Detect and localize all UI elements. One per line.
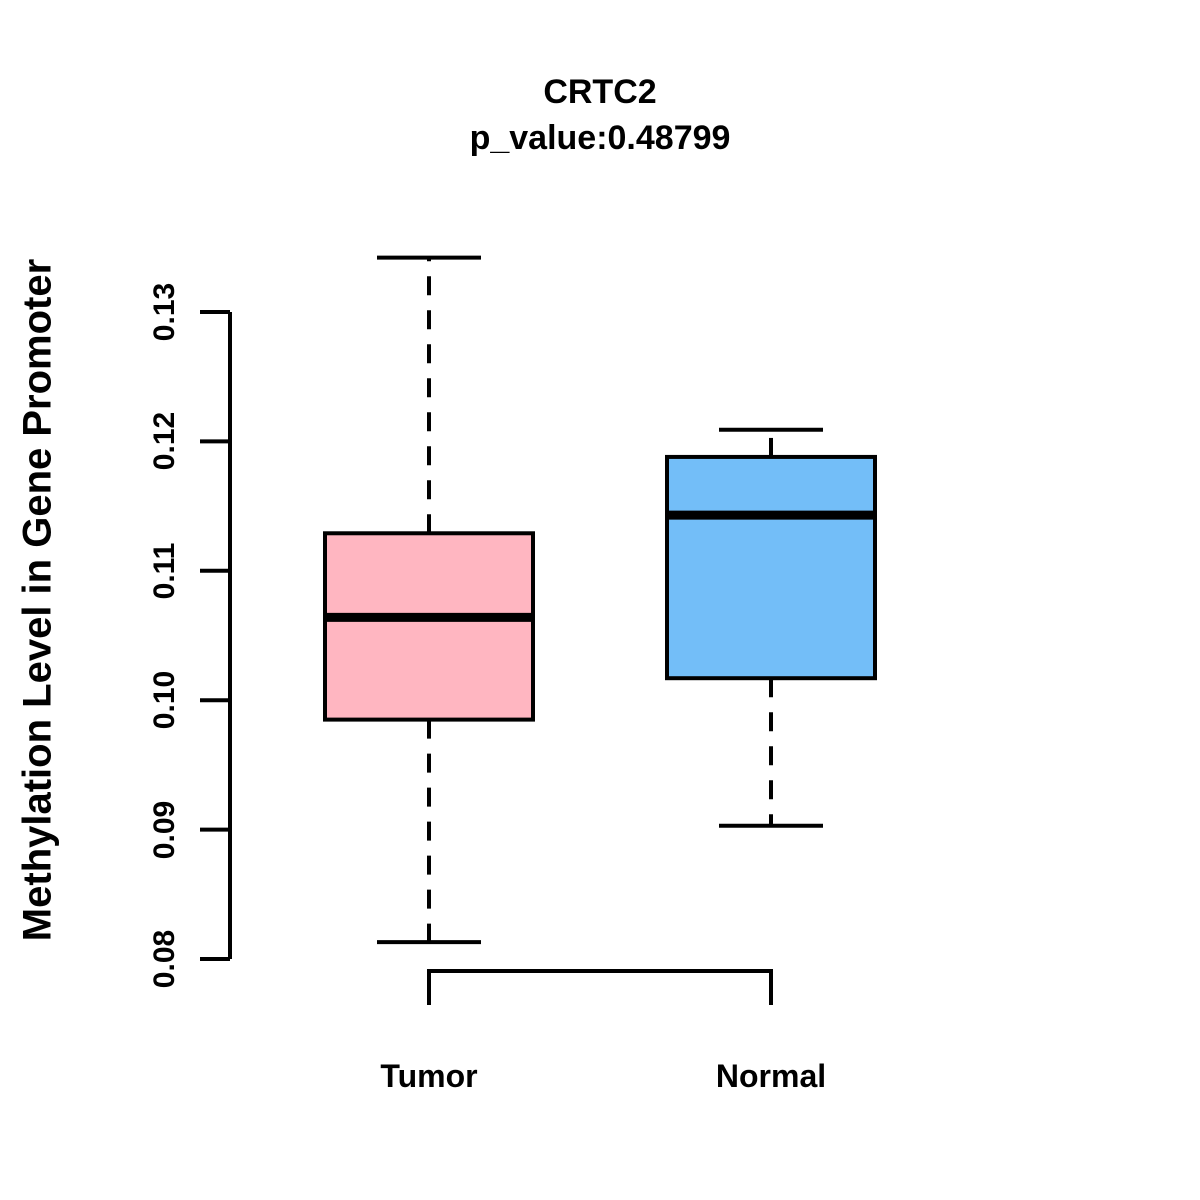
x-axis-bracket <box>427 969 773 1005</box>
chart-title: CRTC2 <box>543 73 657 111</box>
y-tick-label: 0.11 <box>148 542 181 600</box>
y-tick-label: 0.09 <box>148 800 181 859</box>
x-category-label-tumor: Tumor <box>380 1058 478 1094</box>
chart-subtitle-pvalue: p_value:0.48799 <box>469 119 731 157</box>
y-tick-label: 0.08 <box>148 929 181 989</box>
iqr-box-tumor <box>323 531 535 722</box>
iqr-box-normal <box>665 454 877 681</box>
x-category-label-normal: Normal <box>715 1058 827 1094</box>
y-tick-label: 0.12 <box>148 412 181 471</box>
y-tick-label: 0.13 <box>148 282 181 342</box>
y-tick-label: 0.10 <box>148 670 181 730</box>
